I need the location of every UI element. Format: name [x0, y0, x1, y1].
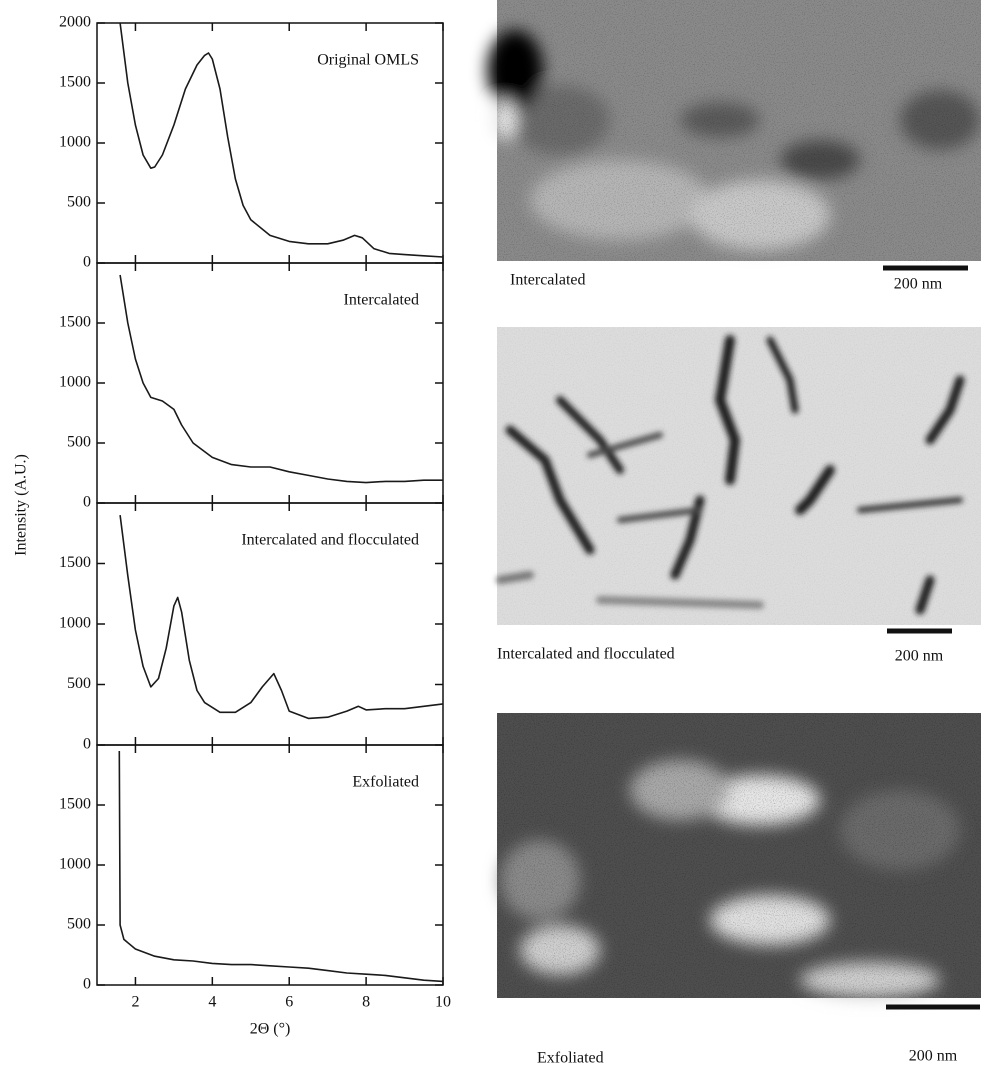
x-tick-label: 10	[435, 994, 451, 1011]
scale-bar-label: 200 nm	[909, 1048, 958, 1065]
y-tick-label: 1500	[59, 314, 91, 331]
y-tick-label: 0	[83, 494, 91, 511]
image-caption: Intercalated and flocculated	[497, 646, 675, 663]
y-tick-label: 1500	[59, 796, 91, 813]
y-tick-label: 1000	[59, 856, 91, 873]
image-caption: Exfoliated	[537, 1050, 604, 1067]
panel-title: Original OMLS	[317, 52, 419, 69]
y-tick-label: 500	[67, 194, 91, 211]
x-axis-label: 2Θ (°)	[250, 1021, 291, 1038]
y-tick-label: 0	[83, 736, 91, 753]
scale-bar-label: 200 nm	[894, 276, 943, 293]
panel-title: Intercalated and flocculated	[241, 532, 419, 549]
y-tick-label: 500	[67, 916, 91, 933]
y-axis-label: Intensity (A.U.)	[13, 454, 30, 556]
y-tick-label: 0	[83, 254, 91, 271]
image-caption: Intercalated	[510, 272, 586, 289]
y-tick-label: 0	[83, 976, 91, 993]
panel-title: Intercalated	[344, 292, 420, 309]
tem-image	[496, 327, 981, 625]
data-line	[119, 274, 443, 484]
y-tick-label: 500	[67, 675, 91, 692]
data-line	[118, 750, 444, 983]
y-tick-label: 1000	[59, 615, 91, 632]
tem-image	[487, 0, 981, 261]
y-tick-label: 500	[67, 434, 91, 451]
y-tick-label: 2000	[59, 14, 91, 31]
y-tick-label: 1000	[59, 134, 91, 151]
scale-bar-label: 200 nm	[895, 648, 944, 665]
x-tick-label: 4	[208, 994, 216, 1011]
x-tick-label: 2	[131, 994, 139, 1011]
data-line	[119, 514, 444, 720]
x-tick-label: 8	[362, 994, 370, 1011]
y-tick-label: 1000	[59, 374, 91, 391]
y-tick-label: 1500	[59, 554, 91, 571]
x-tick-label: 6	[285, 994, 293, 1011]
tem-image	[497, 713, 981, 998]
data-line	[119, 22, 444, 258]
y-tick-label: 1500	[59, 74, 91, 91]
panel-title: Exfoliated	[352, 774, 419, 791]
